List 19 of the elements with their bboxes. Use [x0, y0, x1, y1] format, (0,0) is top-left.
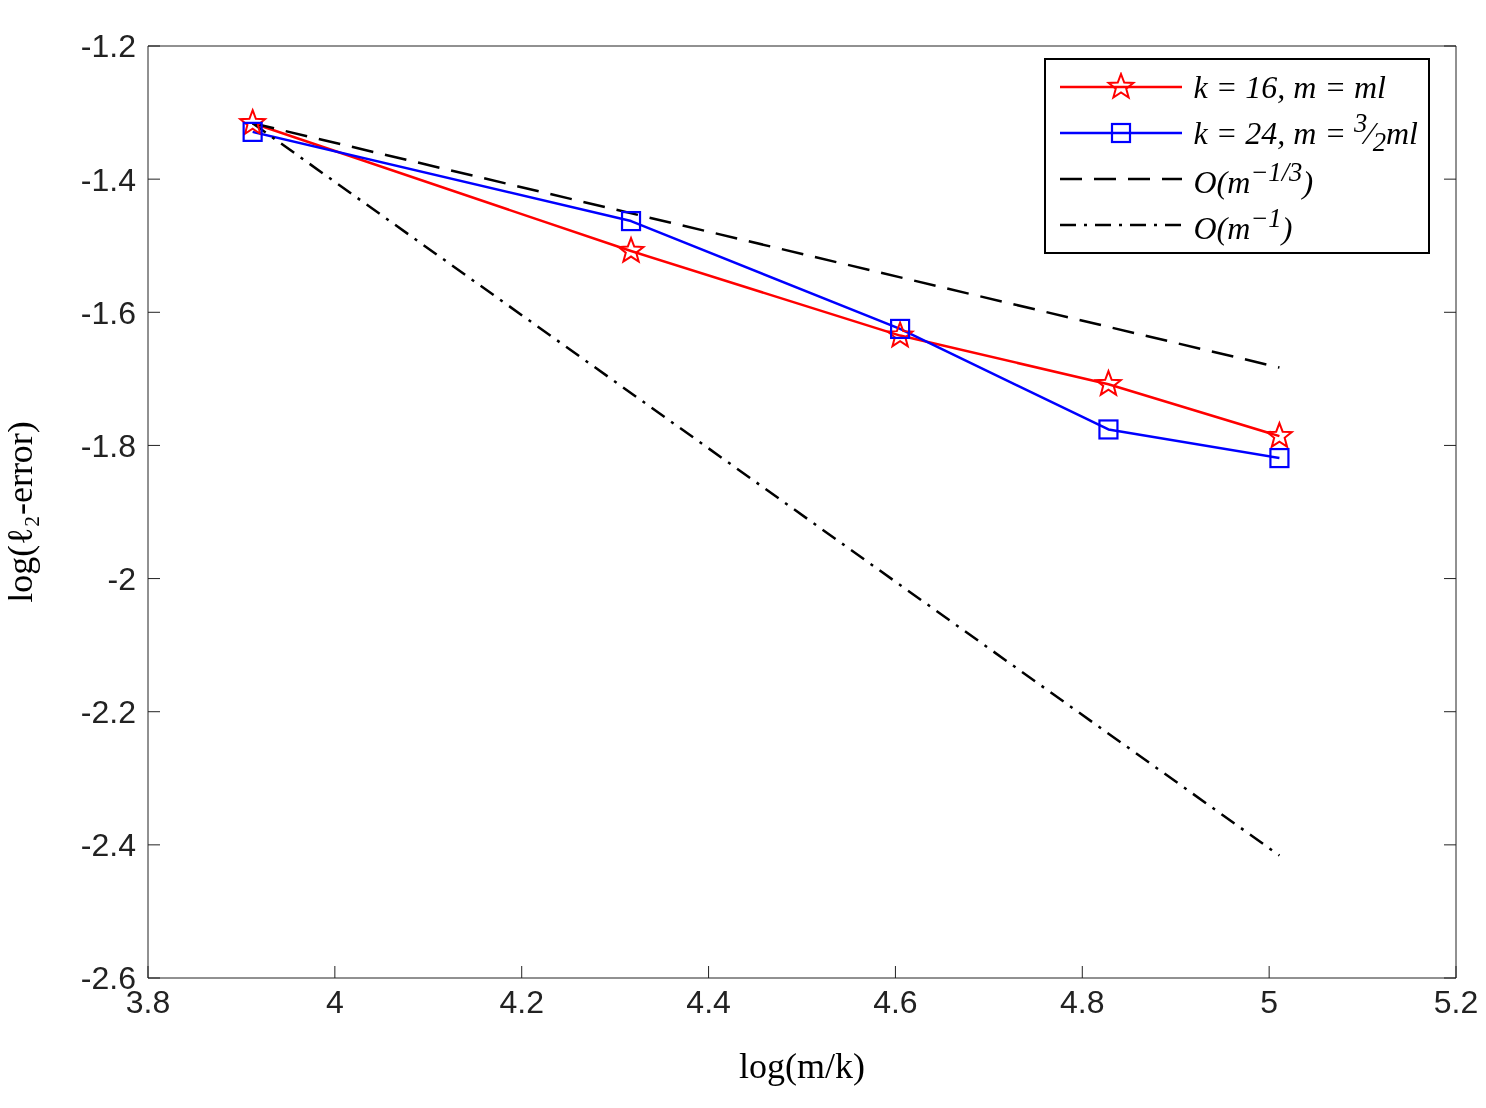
x-tick-label: 4.4 — [686, 983, 731, 1020]
y-tick-label: -2 — [107, 560, 136, 597]
x-tick-label: 5 — [1260, 983, 1279, 1020]
y-tick-label: -1.8 — [80, 427, 136, 464]
x-tick-label: 4.8 — [1060, 983, 1105, 1020]
y-tick-label: -1.4 — [80, 161, 136, 198]
x-tick-label: 4.2 — [499, 983, 544, 1020]
x-tick-label: 4.6 — [873, 983, 918, 1020]
x-tick-label: 4 — [325, 983, 344, 1020]
legend-label: k = 24, m = $^{3}$⁄$_{2}$ml — [1193, 107, 1418, 159]
y-tick-label: -1.2 — [80, 28, 136, 65]
legend-label: O(m$^{−1/3}$) — [1193, 157, 1314, 201]
y-tick-label: -2.4 — [80, 827, 136, 864]
x-axis-title: log(m/k) — [739, 1046, 865, 1086]
x-tick-label: 5.2 — [1433, 983, 1479, 1020]
y-tick-label: -2.2 — [80, 694, 136, 731]
legend-label: k = 16, m = ml — [1193, 68, 1386, 106]
legend-label: O(m$^{−1}$) — [1193, 203, 1293, 247]
y-tick-label: -1.6 — [80, 294, 136, 331]
